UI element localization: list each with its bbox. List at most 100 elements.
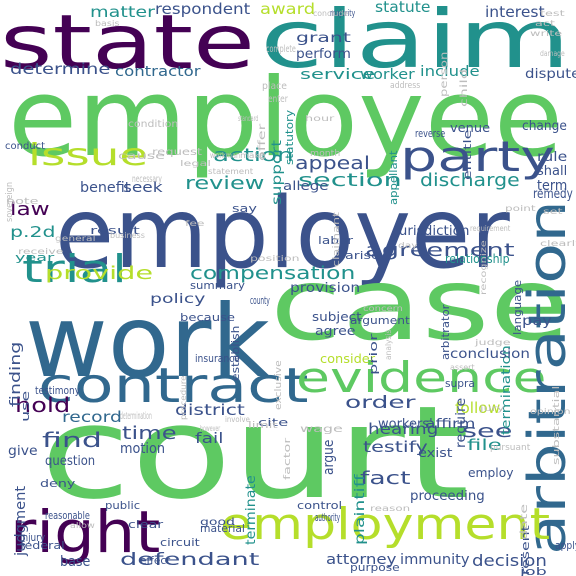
word-relationship: relationship <box>445 252 510 266</box>
word-deny: deny <box>40 477 76 490</box>
word-insurance: insurance <box>195 352 240 365</box>
word-allege: allege <box>283 179 329 193</box>
word-consider: consider <box>320 352 376 366</box>
word-analysis: analysis <box>384 329 393 360</box>
word-hold: hold <box>15 393 71 417</box>
word-appellant: appellant <box>387 150 400 205</box>
word-decision: decision <box>472 551 547 570</box>
word-reason: reason <box>370 504 411 513</box>
word-say: say <box>232 202 257 215</box>
word-wage: wage <box>300 424 343 435</box>
word-fact: fact <box>360 468 411 489</box>
word-clearly: clearly <box>540 239 576 248</box>
word-dispute: dispute <box>525 67 576 82</box>
word-circuit: circuit <box>160 536 200 549</box>
word-condition: condition <box>128 119 179 130</box>
word-effect: effect <box>140 554 171 567</box>
word-discharge: discharge <box>420 170 520 191</box>
word-jury: jury <box>480 404 505 413</box>
word-provide: provide <box>45 263 154 284</box>
word-fail: fail <box>195 431 224 447</box>
word-argue: argue <box>321 439 337 475</box>
word-change: change <box>522 119 567 134</box>
word-employment: employment <box>220 499 551 550</box>
word-law: law <box>10 199 50 220</box>
word-position: position <box>250 254 300 263</box>
word-cite: cite <box>258 416 289 429</box>
word-pursuant: pursuant <box>490 443 531 453</box>
word-act: act <box>535 19 555 28</box>
word-language: language <box>511 279 524 335</box>
word-reasonable: reasonable <box>45 509 90 522</box>
word-damage: damage <box>540 49 565 58</box>
word-employer: employer <box>55 177 510 291</box>
word-injury: injury <box>20 531 46 544</box>
word-involve: involve <box>225 415 250 424</box>
word-enter: enter <box>268 94 288 105</box>
word-standard: standard <box>238 114 259 123</box>
word-perform: perform <box>296 47 351 62</box>
word-party: party <box>400 132 555 181</box>
word-attorney: attorney <box>326 552 397 568</box>
word-conclude: conclude <box>313 9 349 18</box>
word-affirm: affirm <box>425 417 476 432</box>
word-child: child <box>459 69 470 107</box>
word-defendant: defendant <box>120 550 260 570</box>
word-business: business <box>110 231 145 240</box>
word-policy: policy <box>150 292 206 307</box>
word-complete: complete <box>266 44 296 55</box>
word-recognize: recognize <box>479 240 488 295</box>
word-p-2d: p.2d <box>10 223 56 241</box>
word-seek: seek <box>123 180 163 196</box>
word-control: control <box>297 499 343 512</box>
word-right: right <box>10 498 161 566</box>
word-matter: matter <box>90 3 155 21</box>
word-statement: statement <box>208 167 254 176</box>
word-use: use <box>19 390 32 422</box>
word-limit: limit <box>248 421 278 431</box>
word-month: month <box>310 149 341 159</box>
word-judge: judge <box>475 338 511 347</box>
word-job: job <box>520 565 547 576</box>
word-provision: provision <box>290 281 361 296</box>
word-agree: agree <box>315 324 356 338</box>
word-rule: rule <box>537 150 568 165</box>
word-claim: claim <box>260 0 571 86</box>
word-base: base <box>60 554 91 570</box>
word-majority: majority <box>330 9 356 19</box>
word-concern: concern <box>363 304 403 313</box>
word-evidence: evidence <box>296 353 547 402</box>
word-service: service <box>300 67 376 83</box>
word-claimant: claimant <box>332 212 342 267</box>
word-plaintiff: plaintiff <box>353 474 368 545</box>
word-conclusion: conclusion <box>450 347 530 362</box>
word-however: however <box>200 424 221 433</box>
word-case: case <box>270 246 570 363</box>
word-arbitrator: arbitrator <box>439 304 452 360</box>
word-work: work <box>25 283 270 400</box>
word-immunity: immunity <box>400 552 470 568</box>
word-order: order <box>345 393 416 413</box>
word-follow: follow <box>455 399 501 417</box>
word-year: year <box>15 251 55 264</box>
word-contract: contract <box>38 358 309 414</box>
word-interest: interest <box>485 3 545 21</box>
word-determination: determination <box>120 411 152 422</box>
word-county: county <box>250 294 270 307</box>
word-trial: trial <box>22 247 127 291</box>
word-workman: workman <box>210 151 241 160</box>
word-action: action <box>213 145 294 166</box>
word-note: note <box>6 197 39 207</box>
word-reverse: reverse <box>415 127 446 140</box>
word-term: term <box>537 178 568 194</box>
word-exist: exist <box>418 446 453 460</box>
word-requirement: requirement <box>470 224 511 233</box>
word-testimony: testimony <box>35 384 81 397</box>
word-necessary: necessary <box>132 174 162 185</box>
word-review: review <box>185 173 265 194</box>
word-assert: assert <box>450 363 475 372</box>
word-employ: employ <box>468 466 514 480</box>
word-contractor: contractor <box>115 64 201 80</box>
word-section: section <box>298 170 402 191</box>
word-statutory: statutory <box>283 109 296 165</box>
